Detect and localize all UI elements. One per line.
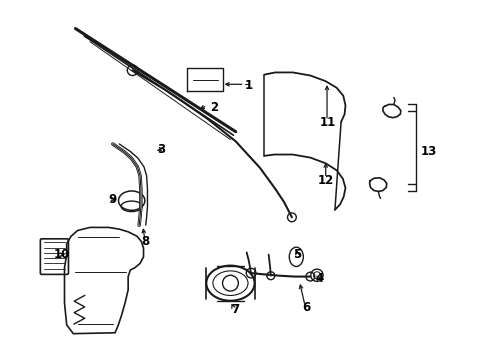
Text: 1: 1 [244, 79, 252, 92]
Text: 11: 11 [319, 116, 335, 130]
Text: 2: 2 [209, 101, 217, 114]
Text: 3: 3 [157, 143, 165, 156]
Text: 4: 4 [314, 272, 323, 285]
Text: 9: 9 [108, 193, 117, 206]
Text: 5: 5 [292, 248, 301, 261]
Text: 12: 12 [317, 174, 333, 186]
Text: 8: 8 [142, 235, 149, 248]
Text: 10: 10 [54, 248, 70, 261]
Text: 7: 7 [231, 303, 239, 316]
Text: 6: 6 [301, 301, 309, 314]
Text: 13: 13 [420, 145, 436, 158]
